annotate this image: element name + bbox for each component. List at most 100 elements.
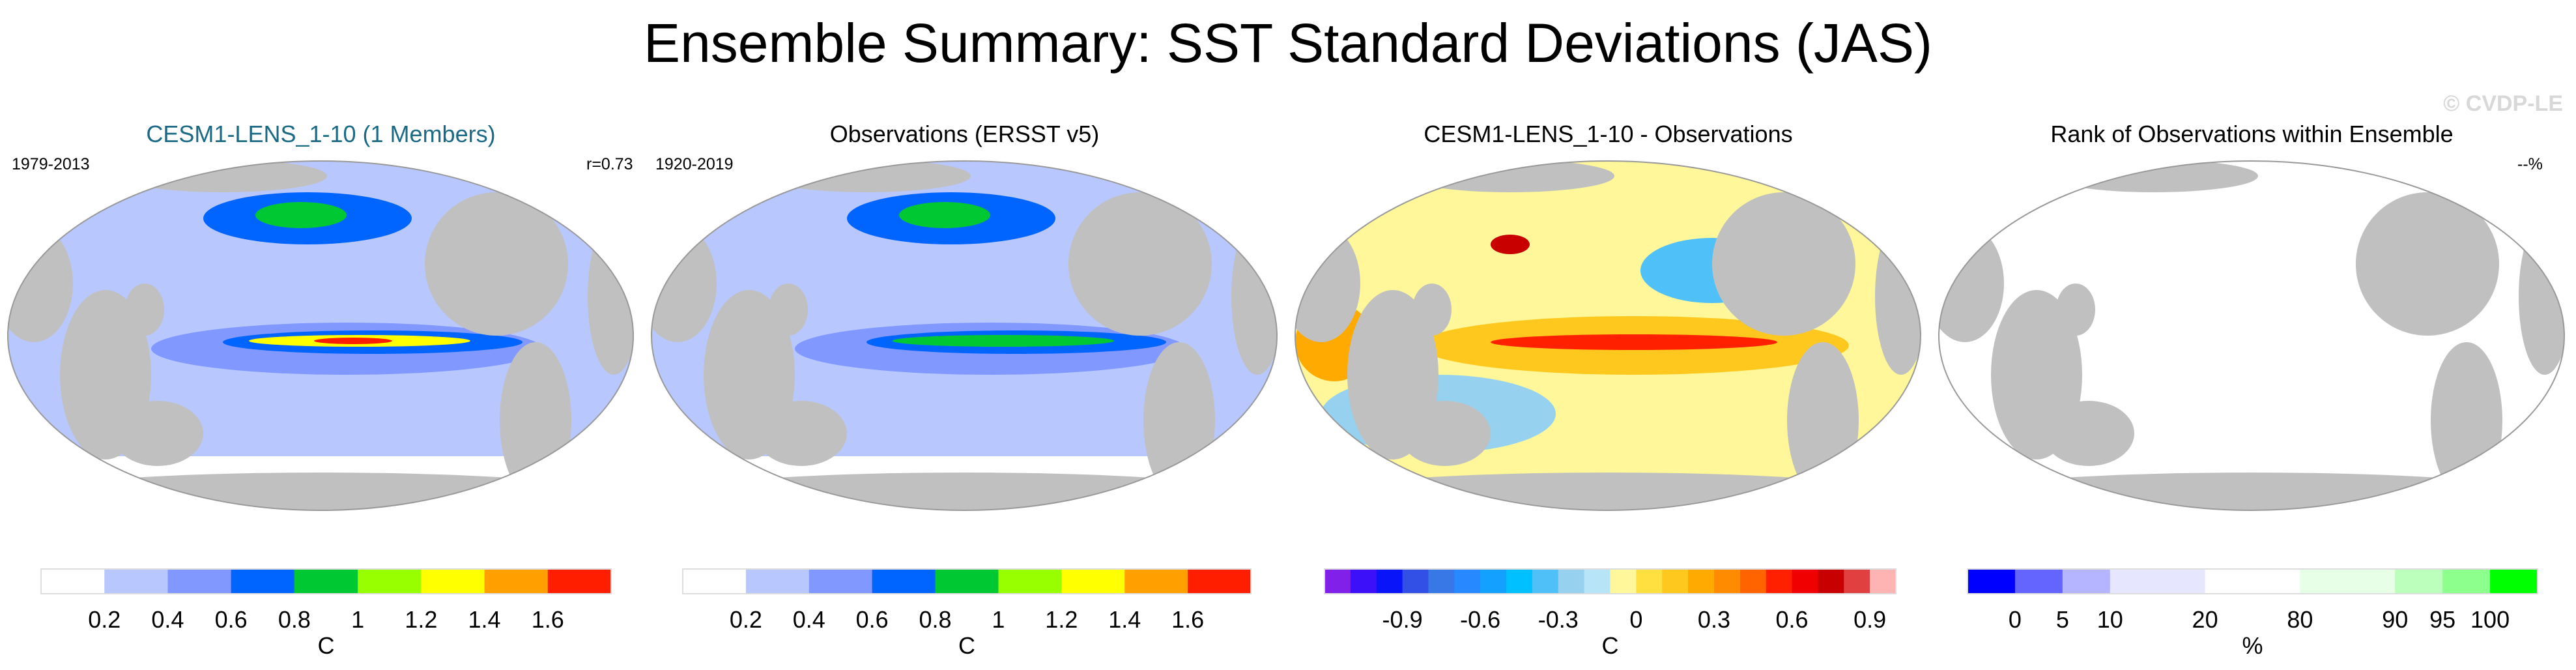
watermark: © CVDP-LE: [2443, 91, 2563, 116]
colorbar-swatch: [1428, 569, 1455, 594]
colorbar-swatch: [104, 569, 168, 594]
colorbar-tick-label: 100: [2470, 606, 2510, 633]
colorbar-tick-label: -0.9: [1382, 606, 1423, 633]
land-mass: [125, 284, 164, 336]
colorbar-swatch: [1350, 569, 1377, 594]
land-mass: [1939, 225, 2004, 342]
colorbar-swatch: [1188, 569, 1252, 594]
colorbar-swatch: [2252, 569, 2300, 594]
colorbar-swatch: [547, 569, 612, 594]
colorbar-unit: C: [958, 632, 975, 659]
colorbar-swatch: [1713, 569, 1741, 594]
land-mass: [112, 401, 203, 466]
colorbar-swatch: [1844, 569, 1870, 594]
colorbar-swatch: [1480, 569, 1507, 594]
colorbar-swatch: [2442, 569, 2491, 594]
land-mass: [2421, 161, 2538, 199]
stat-label: --%: [2517, 155, 2543, 173]
colorbar-swatch: [2062, 569, 2111, 594]
colorbar-tick-label: 0.8: [278, 606, 311, 633]
colorbar: [682, 568, 1252, 594]
colorbar-tick-label: 1.4: [1108, 606, 1141, 633]
colorbar-swatch: [872, 569, 936, 594]
colorbar: [1967, 568, 2538, 594]
colorbar-swatch: [745, 569, 810, 594]
colorbar-swatch: [484, 569, 549, 594]
land-mass: [8, 473, 633, 510]
land-mass: [490, 161, 607, 199]
period-label: 1979-2013: [12, 155, 90, 173]
colorbar-tick-label: 80: [2287, 606, 2313, 633]
colorbar-swatch: [1766, 569, 1793, 594]
colorbar-swatch: [998, 569, 1062, 594]
colorbar-swatch: [167, 569, 232, 594]
map: [1295, 160, 1921, 511]
land-mass: [1399, 401, 1491, 466]
land-mass: [2356, 192, 2499, 336]
colorbar-tick-label: 0.6: [214, 606, 248, 633]
land-mass: [1068, 192, 1212, 336]
colorbar-tick-label: 1: [351, 606, 365, 633]
colorbar-swatch: [2347, 569, 2396, 594]
colorbar-swatch: [1792, 569, 1818, 594]
colorbar-swatch: [1376, 569, 1403, 594]
colorbar-swatch: [1061, 569, 1125, 594]
map-border: [1938, 160, 2565, 511]
colorbar-tick-label: 0: [2008, 606, 2022, 633]
colorbar-swatch: [2300, 569, 2348, 594]
colorbar-unit: %: [2242, 632, 2263, 659]
colorbar-tick-label: 0.4: [151, 606, 184, 633]
colorbar-swatch: [2205, 569, 2253, 594]
colorbar-tick-label: 1.4: [468, 606, 501, 633]
colorbar-swatch: [1636, 569, 1663, 594]
colorbar-swatch: [1739, 569, 1767, 594]
colorbar-tick-label: 5: [2055, 606, 2069, 633]
colorbar-swatch: [1610, 569, 1637, 594]
colorbar-swatch: [231, 569, 295, 594]
land-mass: [1939, 473, 2564, 510]
colorbar-tick-label: 1.2: [405, 606, 438, 633]
land-mass: [1134, 161, 1251, 199]
colorbar-swatch: [1688, 569, 1715, 594]
colorbar-tick-label: 0.3: [1697, 606, 1730, 633]
colorbar-tick-label: 0.4: [792, 606, 825, 633]
colorbar-swatch: [1818, 569, 1844, 594]
colorbar-swatch: [1584, 569, 1610, 594]
colorbar-tick-label: 0.6: [855, 606, 889, 633]
land-mass: [756, 401, 847, 466]
colorbar: [40, 568, 612, 594]
land-mass: [1295, 473, 1921, 510]
land-mass: [1406, 161, 1614, 192]
colorbar-tick-label: 1.6: [531, 606, 564, 633]
land-mass: [1295, 225, 1360, 342]
map: [7, 160, 634, 511]
colorbar-swatch: [2157, 569, 2206, 594]
colorbar-swatch: [1558, 569, 1585, 594]
colorbar-unit: C: [317, 632, 335, 659]
land-mass: [425, 192, 568, 336]
colorbar-tick-label: 0.2: [88, 606, 121, 633]
colorbar-swatch: [2395, 569, 2443, 594]
map-border: [651, 160, 1278, 511]
map: [1938, 160, 2565, 511]
colorbar-tick-label: 0.9: [1853, 606, 1887, 633]
colorbar-tick-label: 1: [992, 606, 1005, 633]
period-label: 1920-2019: [655, 155, 734, 173]
land-mass: [119, 161, 327, 192]
land-mass: [651, 473, 1277, 510]
land-mass: [2043, 401, 2134, 466]
colorbar-swatch: [1968, 569, 2016, 594]
colorbar-swatch: [1662, 569, 1689, 594]
colorbar-swatch: [1870, 569, 1896, 594]
map-border: [7, 160, 634, 511]
colorbar-tick-label: 95: [2429, 606, 2456, 633]
panel-title: Observations (ERSST v5): [829, 121, 1100, 147]
colorbar-swatch: [358, 569, 422, 594]
stat-label: r=0.73: [586, 155, 633, 173]
colorbar-swatch: [1324, 569, 1351, 594]
colorbar-swatch: [1532, 569, 1559, 594]
land-mass: [2050, 161, 2258, 192]
colorbar-swatch: [421, 569, 485, 594]
land-mass: [2056, 284, 2095, 336]
